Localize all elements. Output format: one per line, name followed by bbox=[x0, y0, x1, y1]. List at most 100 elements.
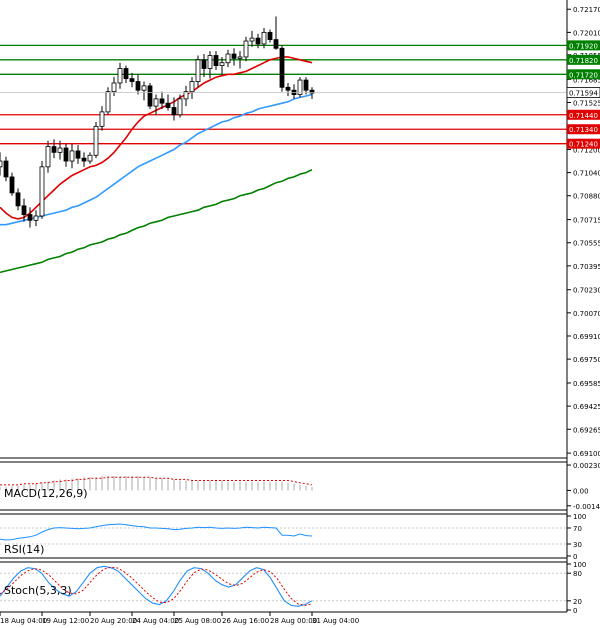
candle-body bbox=[39, 166, 45, 217]
price-panel: 0.721700.720100.718550.716850.715250.712… bbox=[0, 0, 600, 612]
candle-body bbox=[57, 147, 63, 153]
price-y-tick-label: 0.71525 bbox=[573, 99, 600, 107]
candle-body bbox=[51, 146, 57, 153]
current-price-label: 0.71594 bbox=[569, 90, 598, 98]
rsi-series bbox=[0, 523, 313, 541]
moving-average-line bbox=[0, 93, 313, 226]
price-y-tick-label: 0.69265 bbox=[573, 426, 600, 434]
candle-body bbox=[33, 215, 39, 221]
candle-body bbox=[237, 56, 243, 59]
level-tag bbox=[567, 109, 600, 120]
stochastic-label: Stoch(5,3,3) bbox=[4, 584, 72, 597]
candle-body bbox=[81, 157, 87, 162]
candle-body bbox=[123, 68, 129, 80]
candle-body bbox=[117, 68, 123, 84]
level-tag bbox=[567, 69, 600, 80]
level-tag bbox=[567, 138, 600, 149]
price-y-tick-label: 0.70880 bbox=[573, 193, 600, 201]
rsi-y-tick-label: 0 bbox=[573, 553, 577, 561]
candle-body bbox=[297, 79, 303, 95]
level-label: 0.71240 bbox=[569, 141, 598, 149]
candle-body bbox=[285, 86, 291, 91]
price-y-tick-label: 0.70230 bbox=[573, 287, 600, 295]
macd-signal-line bbox=[0, 476, 313, 486]
candle-body bbox=[177, 98, 183, 116]
x-tick-label: 24 Aug 04:00 bbox=[132, 617, 179, 625]
candle-body bbox=[147, 85, 153, 107]
level-tag bbox=[567, 124, 600, 135]
price-y-tick-label: 0.70715 bbox=[573, 217, 600, 225]
x-tick-label: 26 Aug 16:00 bbox=[222, 617, 269, 625]
level-label: 0.71440 bbox=[569, 112, 598, 120]
candle-body bbox=[159, 98, 165, 104]
candle-body bbox=[135, 81, 141, 91]
candle-body bbox=[129, 78, 135, 82]
candle-body bbox=[63, 147, 69, 162]
candle-body bbox=[189, 81, 195, 93]
candle-body bbox=[243, 40, 249, 58]
price-y-tick-label: 0.71040 bbox=[573, 170, 600, 178]
candle-body bbox=[207, 55, 213, 69]
rsi-y-axis: 100 70 30 0 bbox=[0, 513, 586, 561]
candle-body bbox=[141, 85, 147, 91]
candle-body bbox=[231, 53, 237, 59]
candle-body bbox=[213, 55, 219, 67]
macd-label: MACD(12,26,9) bbox=[4, 487, 88, 500]
candle-body bbox=[249, 37, 255, 42]
candle-body bbox=[99, 111, 105, 127]
candle-body bbox=[201, 59, 207, 69]
price-y-tick-label: 0.69585 bbox=[573, 380, 600, 388]
stoch-y-tick-label: 80 bbox=[573, 570, 582, 578]
price-y-tick-label: 0.71200 bbox=[573, 146, 600, 154]
candle-body bbox=[219, 62, 225, 67]
candle-body bbox=[69, 150, 75, 162]
x-tick-label: 19 Aug 12:00 bbox=[42, 617, 89, 625]
current-price-tag bbox=[566, 87, 600, 98]
price-y-tick-label: 0.71685 bbox=[573, 76, 600, 84]
candle-body bbox=[171, 107, 177, 116]
candle-body bbox=[279, 47, 285, 88]
rsi-panel: 100 70 30 0 RSI(14) bbox=[0, 513, 586, 561]
candle-body bbox=[15, 192, 21, 207]
candle-body bbox=[183, 91, 189, 100]
x-tick-label: 20 Aug 20:00 bbox=[90, 617, 137, 625]
candle-body bbox=[0, 160, 3, 168]
macd-y-axis: 0.002304 0.00 -0.0014 bbox=[567, 462, 600, 511]
price-y-tick-label: 0.69910 bbox=[573, 333, 600, 341]
candle-body bbox=[105, 91, 111, 113]
candle-body bbox=[267, 31, 273, 40]
price-y-tick-label: 0.70555 bbox=[573, 240, 600, 248]
level-label: 0.71720 bbox=[569, 71, 598, 79]
level-label: 0.71920 bbox=[569, 42, 598, 50]
stoch-y-tick-label: 20 bbox=[573, 598, 582, 606]
candle-body bbox=[309, 89, 315, 94]
candle-body bbox=[153, 98, 159, 107]
price-y-tick-label: 0.69750 bbox=[573, 356, 600, 364]
candle-body bbox=[225, 53, 231, 64]
rsi-line bbox=[0, 523, 313, 541]
candle-body bbox=[9, 176, 15, 194]
stoch-y-tick-label: 0 bbox=[573, 607, 577, 615]
price-y-tick-label: 0.69425 bbox=[573, 403, 600, 411]
x-tick-label: 25 Aug 08:00 bbox=[174, 617, 221, 625]
candle-body bbox=[261, 31, 267, 45]
price-y-tick-label: 0.70070 bbox=[573, 310, 600, 318]
rsi-y-tick-label: 100 bbox=[573, 513, 586, 521]
rsi-label: RSI(14) bbox=[4, 543, 44, 556]
candle-body bbox=[111, 82, 117, 93]
macd-signal bbox=[0, 476, 313, 486]
candle-body bbox=[273, 39, 279, 49]
macd-y-tick-label: 0.002304 bbox=[573, 462, 600, 470]
x-tick-label: 18 Aug 04:00 bbox=[0, 617, 47, 625]
stochastic-lines bbox=[0, 565, 313, 607]
candle-body bbox=[3, 160, 9, 178]
candle-body bbox=[75, 150, 81, 159]
level-label: 0.71820 bbox=[569, 57, 598, 65]
macd-y-tick-label: -0.0014 bbox=[573, 503, 600, 511]
candle-body bbox=[93, 125, 99, 156]
current-price: 0.71594 bbox=[0, 87, 600, 98]
candle-body bbox=[21, 205, 27, 215]
candle-body bbox=[45, 146, 51, 168]
